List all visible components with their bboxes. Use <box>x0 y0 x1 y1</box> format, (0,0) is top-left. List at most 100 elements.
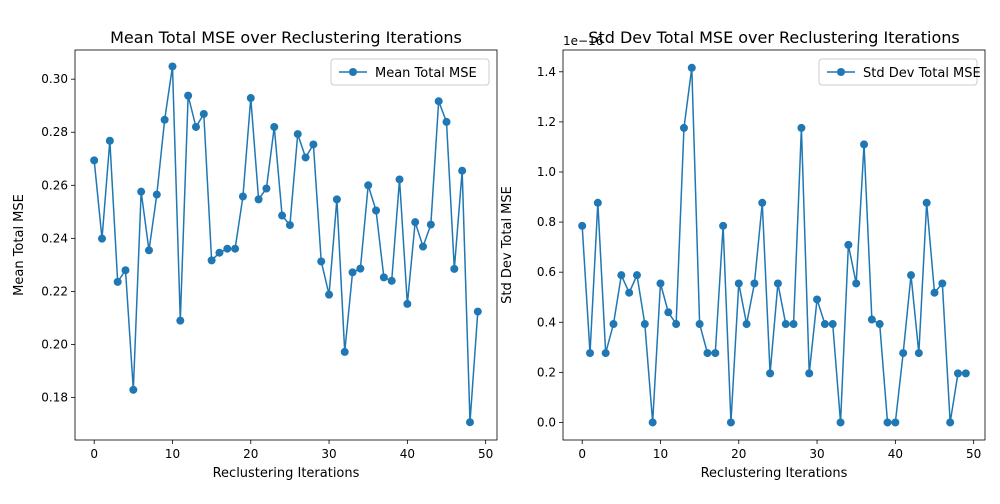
data-point <box>805 369 814 378</box>
data-point <box>836 418 845 427</box>
series-line <box>93 66 479 423</box>
y-tick-label: 0.18 <box>41 391 68 405</box>
data-point <box>648 418 657 427</box>
data-point <box>395 175 404 184</box>
data-point <box>129 385 138 394</box>
series-line <box>581 67 966 424</box>
data-point <box>152 190 161 199</box>
data-point <box>679 123 688 132</box>
data-point <box>419 242 428 251</box>
data-point <box>844 240 853 249</box>
data-point <box>907 271 916 280</box>
data-point <box>411 218 420 227</box>
y-axis-label: Std Dev Total MSE <box>500 186 515 304</box>
data-point <box>953 369 962 378</box>
data-point <box>426 220 435 229</box>
data-point <box>593 198 602 207</box>
data-point <box>601 349 610 358</box>
x-tick-label: 10 <box>165 447 180 461</box>
y-tick-label: 0.2 <box>537 365 556 379</box>
data-point <box>609 320 618 329</box>
axes-frame <box>74 49 498 441</box>
data-point <box>797 123 806 132</box>
data-point <box>387 276 396 285</box>
axes-frame <box>562 49 986 441</box>
data-point <box>766 369 775 378</box>
data-point <box>946 418 955 427</box>
data-point <box>121 266 130 275</box>
data-point <box>199 109 208 118</box>
data-point <box>632 271 641 280</box>
x-tick-label: 0 <box>578 447 586 461</box>
data-point <box>215 248 224 257</box>
data-point <box>254 195 263 204</box>
data-point <box>325 290 334 299</box>
data-point <box>301 153 310 162</box>
data-point <box>820 320 829 329</box>
data-point <box>781 320 790 329</box>
data-point <box>168 62 177 71</box>
data-point <box>278 211 287 220</box>
data-point <box>758 198 767 207</box>
data-point <box>223 244 232 253</box>
data-point <box>852 279 861 288</box>
chart-title: Std Dev Total MSE over Reclustering Iter… <box>588 28 959 47</box>
chart-title: Mean Total MSE over Reclustering Iterati… <box>110 28 462 47</box>
y-tick-label: 1.2 <box>537 115 556 129</box>
data-point <box>930 288 939 297</box>
data-point <box>231 244 240 253</box>
x-tick-label: 40 <box>888 447 903 461</box>
data-point <box>922 198 931 207</box>
data-point <box>364 181 373 190</box>
data-point <box>640 320 649 329</box>
y-tick-label: 0.26 <box>41 178 68 192</box>
legend-label: Mean Total MSE <box>375 66 477 81</box>
y-tick-label: 0.24 <box>41 231 68 245</box>
data-point <box>442 117 451 126</box>
data-point <box>207 256 216 265</box>
data-point <box>348 268 357 277</box>
x-tick-label: 30 <box>809 447 824 461</box>
data-point <box>450 264 459 273</box>
data-point <box>703 349 712 358</box>
data-point <box>105 136 114 145</box>
legend-box <box>330 58 490 86</box>
data-point <box>458 166 467 175</box>
y-axis-offset-label: 1e−16 <box>563 34 603 48</box>
y-tick-label: 0.0 <box>537 415 556 429</box>
data-point <box>356 264 365 273</box>
data-point <box>270 122 279 131</box>
data-point <box>332 195 341 204</box>
data-point <box>867 315 876 324</box>
data-point <box>184 91 193 100</box>
data-point <box>98 234 107 243</box>
x-tick-label: 20 <box>243 447 258 461</box>
data-point <box>113 277 122 286</box>
x-tick-label: 40 <box>400 447 415 461</box>
data-point <box>961 369 970 378</box>
data-point <box>586 349 595 358</box>
data-point <box>789 320 798 329</box>
x-tick-label: 30 <box>321 447 336 461</box>
data-point <box>883 418 892 427</box>
y-axis-label: Mean Total MSE <box>12 194 27 296</box>
y-tick-label: 0.28 <box>41 125 68 139</box>
data-point <box>465 418 474 427</box>
data-point <box>379 273 388 282</box>
data-point <box>734 279 743 288</box>
data-point <box>711 349 720 358</box>
y-tick-label: 1.0 <box>537 165 556 179</box>
data-point <box>176 316 185 325</box>
legend-box <box>818 58 978 86</box>
data-point <box>875 320 884 329</box>
data-point <box>891 418 900 427</box>
data-point <box>742 320 751 329</box>
y-tick-label: 0.30 <box>41 72 68 86</box>
data-point <box>372 206 381 215</box>
x-axis-label: Reclustering Iterations <box>213 466 360 481</box>
data-point <box>309 140 318 149</box>
data-point <box>860 140 869 149</box>
data-point <box>726 418 735 427</box>
